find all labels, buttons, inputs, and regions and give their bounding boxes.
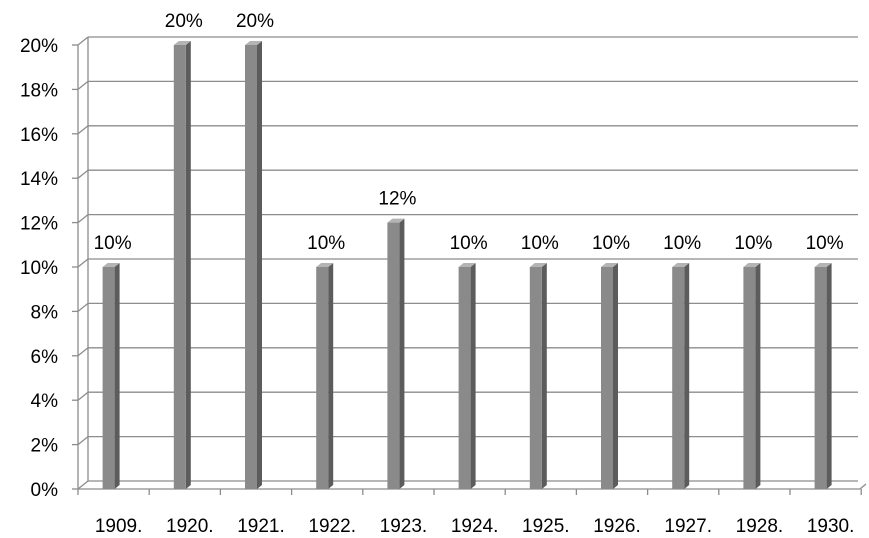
- y-tick-label: 20%: [20, 36, 58, 57]
- bar-top: [458, 263, 476, 267]
- x-axis-ticks: 1909. 1920. 1921. 1922. 1923. 1924. 1925. 1926.…: [77, 489, 862, 537]
- bar-front: [601, 267, 613, 489]
- bar: [387, 218, 405, 489]
- data-label: 10%: [94, 233, 132, 254]
- y-tick-label: 18%: [20, 80, 58, 101]
- data-labels: 10% 20% 20% 10% 12% 10% 10% 10% 10% 10% 10%: [94, 11, 844, 254]
- y-tick-label: 16%: [20, 125, 58, 146]
- bar-side: [684, 263, 690, 489]
- y-tick-label: 10%: [20, 258, 58, 279]
- data-label: 20%: [165, 11, 203, 32]
- y-tick-label: 8%: [31, 302, 59, 323]
- data-label: 12%: [378, 189, 416, 210]
- bar-front: [814, 267, 827, 489]
- bar-top: [102, 263, 120, 267]
- bar: [458, 263, 476, 489]
- x-tick-label: 1927.: [664, 516, 712, 537]
- gridline-depth: [77, 169, 89, 179]
- x-tick-label: 1921.: [237, 516, 285, 537]
- y-tick-label: 12%: [20, 214, 58, 235]
- gridline-depth: [77, 391, 89, 401]
- bar-top: [529, 263, 547, 267]
- data-label: 10%: [521, 233, 559, 254]
- bar-side: [185, 41, 191, 489]
- bar-front: [458, 267, 471, 489]
- gridline-depth: [77, 302, 89, 312]
- gridline-depth: [77, 214, 89, 224]
- gridline-depth: [77, 258, 89, 268]
- y-tick-label: 2%: [31, 436, 59, 457]
- bar-side: [613, 263, 618, 489]
- bar-top: [814, 263, 832, 267]
- data-label: 20%: [236, 11, 274, 32]
- bar: [743, 263, 761, 489]
- gridline-depth: [77, 347, 89, 357]
- data-label: 10%: [806, 233, 844, 254]
- bars: [102, 41, 832, 489]
- data-label: 10%: [592, 233, 630, 254]
- y-axis-ticks: 0% 2% 4% 6% 8% 10% 12% 14% 16% 18% 20%: [20, 36, 78, 501]
- y-tick-label: 14%: [20, 169, 58, 190]
- bar-side: [755, 263, 761, 489]
- bar: [316, 263, 334, 489]
- bar: [529, 263, 547, 489]
- y-tick-label: 4%: [31, 391, 59, 412]
- bar-side: [470, 263, 476, 489]
- bar-front: [529, 267, 542, 489]
- bar-top: [245, 41, 262, 45]
- gridline-depth: [77, 80, 89, 90]
- data-label: 10%: [663, 233, 701, 254]
- x-tick-label: 1922.: [308, 516, 356, 537]
- bar-side: [257, 41, 262, 489]
- y-tick-label: 0%: [31, 480, 59, 501]
- bar-side: [114, 263, 120, 489]
- bar-top: [672, 263, 690, 267]
- bar: [814, 263, 832, 489]
- gridline-depth: [77, 480, 89, 490]
- data-label: 10%: [307, 233, 345, 254]
- bar-front: [672, 267, 685, 489]
- bar-top: [387, 218, 405, 223]
- bar: [672, 263, 690, 489]
- x-tick-label: 1926.: [593, 516, 641, 537]
- bar-side: [399, 218, 405, 489]
- bar-top: [173, 41, 191, 45]
- y-tick-label: 6%: [31, 347, 59, 368]
- bar-side: [328, 263, 334, 489]
- bar-side: [541, 263, 547, 489]
- bar: [173, 41, 191, 489]
- bar-front: [245, 45, 257, 489]
- x-tick-label: 1924.: [451, 516, 499, 537]
- x-tick-label: 1925.: [522, 516, 570, 537]
- bar-front: [316, 267, 329, 489]
- bar-top: [743, 263, 761, 267]
- gridline-depth: [77, 125, 89, 135]
- bar-top: [601, 263, 618, 267]
- bar-top: [316, 263, 334, 267]
- bar-front: [102, 267, 115, 489]
- bar-front: [743, 267, 756, 489]
- bar: [601, 263, 618, 489]
- floor-right-edge: [859, 483, 867, 490]
- bar: [245, 41, 262, 489]
- x-tick-label: 1928.: [736, 516, 784, 537]
- data-label: 10%: [734, 233, 772, 254]
- gridline-depth: [77, 436, 89, 446]
- data-label: 10%: [450, 233, 488, 254]
- gridline-depth: [77, 36, 89, 46]
- x-tick-label: 1930.: [807, 516, 855, 537]
- bar-side: [826, 263, 832, 489]
- bar-front: [173, 45, 186, 489]
- bar: [102, 263, 120, 489]
- x-tick-label: 1920.: [166, 516, 214, 537]
- bar-front: [387, 222, 400, 489]
- x-tick-label: 1909.: [95, 516, 143, 537]
- x-tick-label: 1923.: [380, 516, 428, 537]
